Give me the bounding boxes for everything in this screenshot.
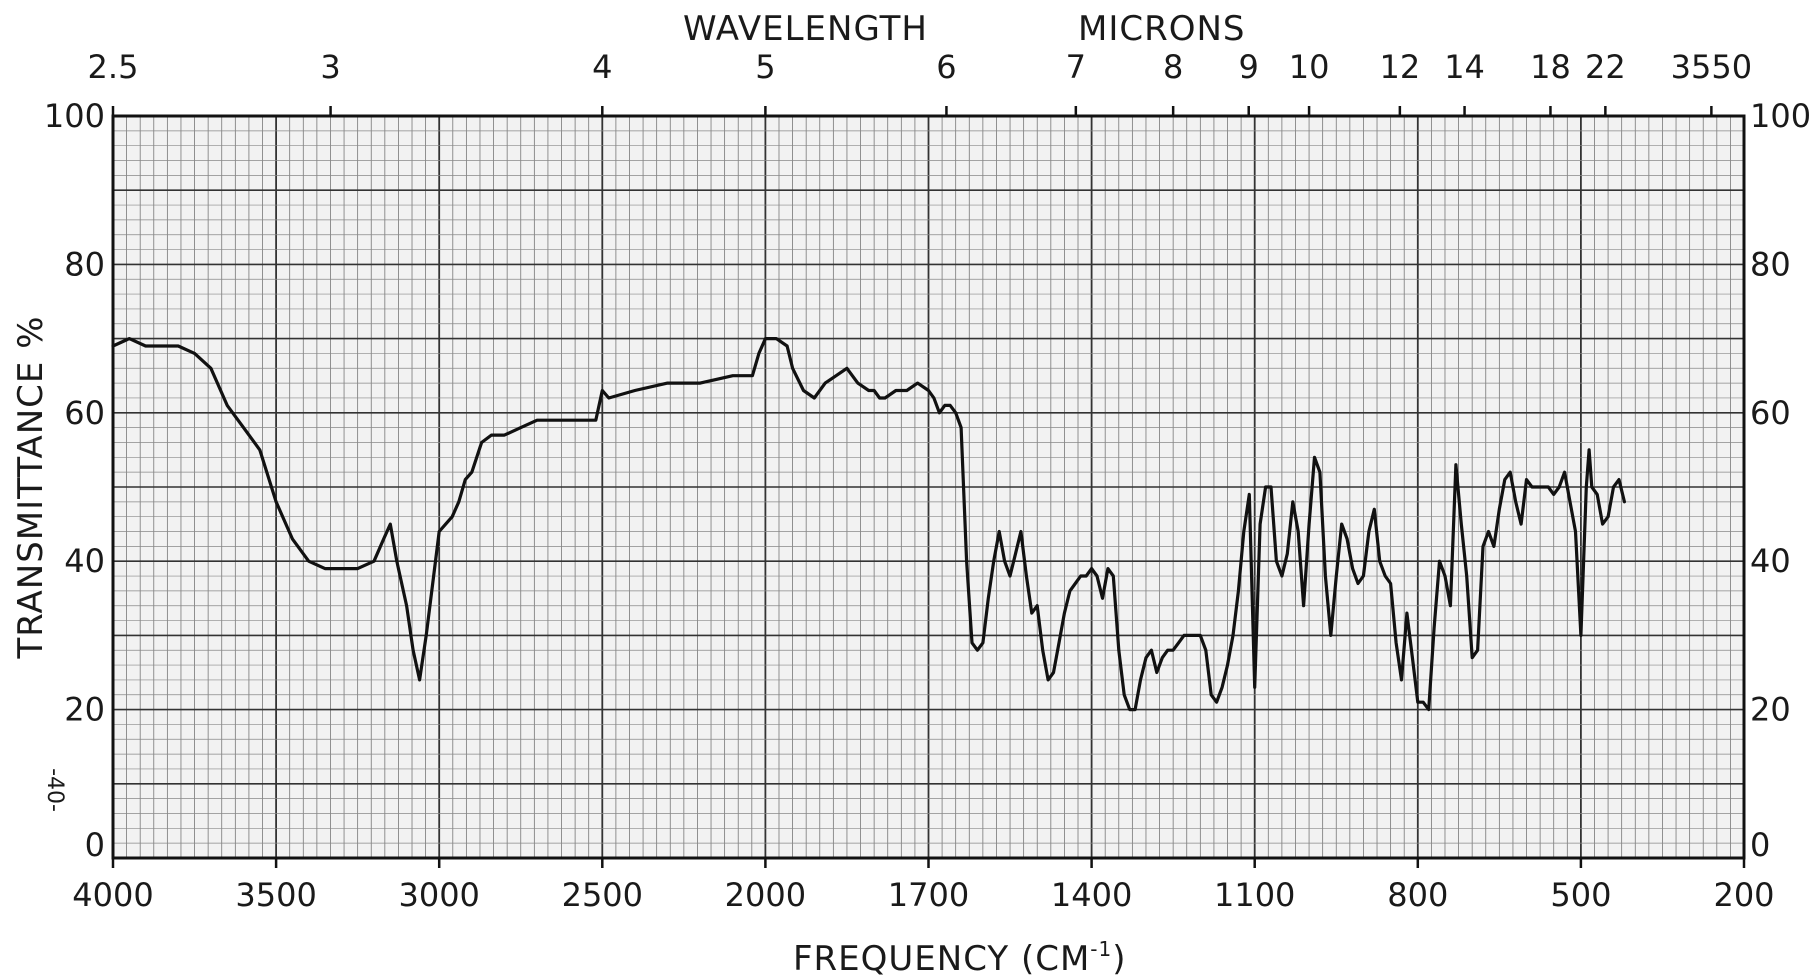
y-tick-label-right: 60 <box>1750 394 1791 432</box>
top-tick-label: 10 <box>1289 48 1330 86</box>
top-axis-title-wavelength: WAVELENGTH <box>683 9 928 49</box>
top-tick-label: 6 <box>936 48 956 86</box>
bottom-tick-label: 1700 <box>888 876 969 914</box>
y-tick-label-left: 60 <box>64 394 105 432</box>
top-tick-label: 7 <box>1066 48 1086 86</box>
bottom-tick-label: 3000 <box>398 876 479 914</box>
page-number-note: -40- <box>42 768 67 812</box>
top-tick-label: 22 <box>1585 48 1626 86</box>
y-axis-title: TRANSMITTANCE % <box>11 316 51 660</box>
x-axis-title-main: FREQUENCY (CM <box>793 939 1090 979</box>
top-tick-label: 2.5 <box>88 48 139 86</box>
top-axis-title-microns: MICRONS <box>1078 9 1246 49</box>
x-axis-title: FREQUENCY (CM-1) <box>793 937 1127 979</box>
bottom-tick-label: 800 <box>1387 876 1448 914</box>
bottom-tick-label: 1400 <box>1051 876 1132 914</box>
top-tick-label: 18 <box>1530 48 1571 86</box>
y-tick-label-left: 20 <box>64 691 105 729</box>
top-tick-label: 8 <box>1163 48 1183 86</box>
bottom-tick-label: 3500 <box>235 876 316 914</box>
tick-marks <box>111 106 1746 868</box>
top-tick-label: 5 <box>755 48 775 86</box>
top-tick-label: 14 <box>1444 48 1485 86</box>
top-tick-label: 12 <box>1379 48 1420 86</box>
y-tick-label-right: 40 <box>1750 542 1791 580</box>
bottom-tick-label: 200 <box>1713 876 1774 914</box>
y-tick-label-right: 20 <box>1750 691 1791 729</box>
x-axis-title-close: ) <box>1112 939 1126 979</box>
bottom-tick-label: 2500 <box>562 876 643 914</box>
y-tick-label-left: 0 <box>85 826 105 864</box>
y-tick-label-right: 80 <box>1750 245 1791 283</box>
x-axis-title-superscript: -1 <box>1090 937 1112 961</box>
y-tick-label-right: 100 <box>1750 97 1811 135</box>
top-tick-label: 4 <box>592 48 612 86</box>
top-tick-label: 3 <box>320 48 340 86</box>
bottom-tick-label: 2000 <box>725 876 806 914</box>
bottom-tick-label: 500 <box>1550 876 1611 914</box>
y-tick-label-left: 80 <box>64 245 105 283</box>
top-tick-label: 9 <box>1239 48 1259 86</box>
tick-labels: 4000 3500 3000 2500 2000 1700 1400 1100 800 500 20… <box>44 48 1811 914</box>
grid <box>113 116 1744 858</box>
bottom-tick-label: 1100 <box>1214 876 1295 914</box>
y-tick-label-left: 100 <box>44 97 105 135</box>
bottom-tick-label: 4000 <box>72 876 153 914</box>
y-tick-label-left: 40 <box>64 542 105 580</box>
top-tick-label: 3550 <box>1671 48 1752 86</box>
y-tick-label-right: 0 <box>1750 826 1770 864</box>
spectrum-line <box>111 337 1626 712</box>
